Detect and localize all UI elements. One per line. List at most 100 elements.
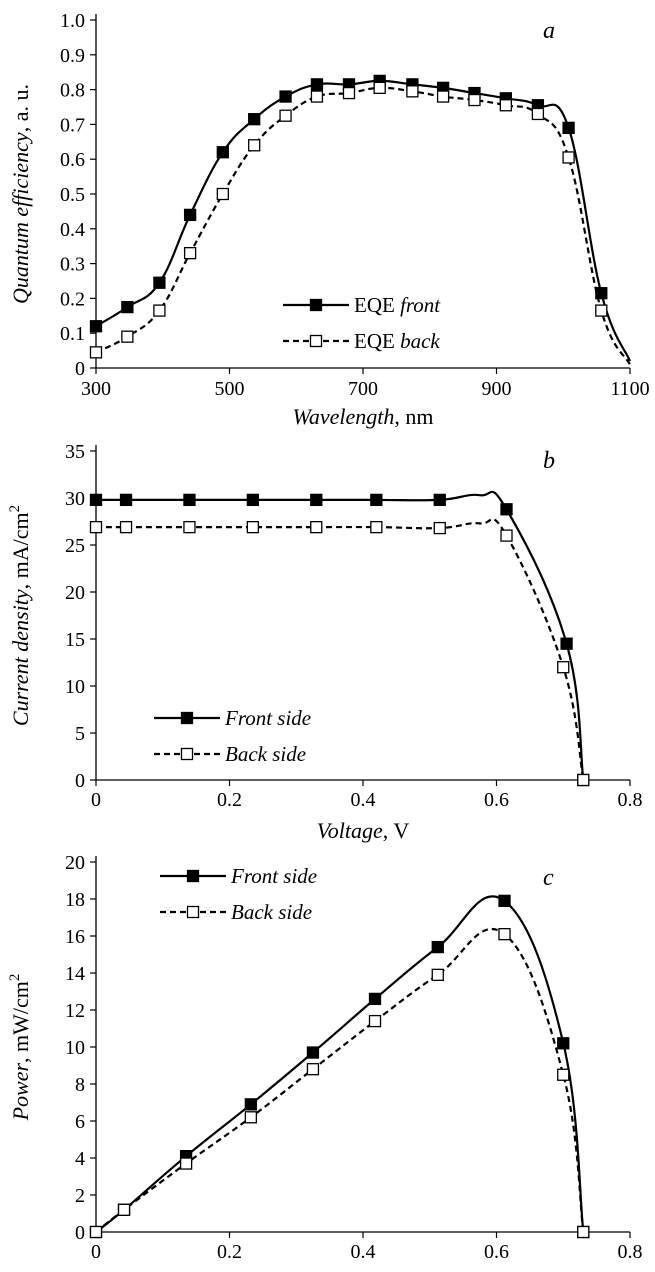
data-point-front [498,894,511,907]
y-tick-label: 25 [65,535,85,557]
data-point-front [595,287,608,300]
data-point-back [183,520,196,534]
legend-label: Front side [224,706,311,730]
y-tick-label: 0 [75,1222,85,1244]
legend-label: EQE back [354,329,440,353]
x-tick-label: 0.6 [484,789,509,811]
data-point-back [577,773,590,787]
legend-label: EQE front [354,293,441,317]
y-tick-label: 0.4 [60,219,85,241]
y-tick-label: 2 [75,1185,85,1207]
y-tick-label: 0.6 [60,149,85,171]
x-axis-label: Voltage, V [317,1268,410,1272]
data-point-back [216,187,229,201]
x-tick-label: 300 [81,378,111,400]
y-tick-label: 20 [65,852,85,874]
data-point-back [562,151,575,164]
legend-label: Front side [230,864,317,888]
data-point-back [431,968,444,981]
y-tick-label: 18 [65,889,85,911]
x-tick-label: 1100 [610,378,649,400]
data-point-front [89,320,103,333]
legend-marker [180,711,194,725]
data-point-back [244,1111,258,1124]
data-point-front [246,493,260,507]
data-point-front [500,503,513,516]
data-point-back [119,520,133,534]
legend-marker [180,747,194,761]
x-axis-label: Wavelength, nm [293,404,434,429]
data-point-front [433,493,446,507]
data-point-back [89,1225,103,1239]
y-tick-label: 6 [75,1111,85,1133]
legend-marker [186,869,200,883]
y-tick-label: 0 [75,770,85,792]
data-point-front [244,1098,258,1111]
data-point-back [153,304,166,317]
data-point-back [595,304,608,317]
data-point-back [436,90,450,103]
data-point-front [121,300,134,314]
x-tick-label: 0.2 [217,1241,242,1263]
y-tick-label: 5 [75,723,85,745]
y-tick-label: 30 [65,488,85,510]
x-tick-label: 700 [348,378,378,400]
data-point-back [368,1014,382,1028]
data-point-front [310,493,323,507]
x-tick-label: 0.8 [618,789,643,811]
y-tick-label: 0.8 [60,80,85,102]
x-tick-label: 0.2 [217,789,242,811]
y-tick-label: 4 [75,1148,85,1170]
legend-label: Back side [231,900,312,924]
data-point-front [279,90,292,103]
data-point-back [370,520,383,534]
legend-marker [186,905,200,919]
y-tick-label: 0.3 [60,254,85,276]
x-tick-label: 500 [215,378,245,400]
data-point-back [406,85,419,98]
data-point-front [310,78,324,91]
series-line-back [96,518,585,781]
data-point-back [500,529,513,542]
data-point-back [499,99,512,112]
y-tick-label: 0.9 [60,45,85,67]
x-axis-label: Voltage, V [317,818,410,843]
panel-a-eqe-chart: 300 500 700 900 1100 0 0.1 0.2 0.3 0.4 0.5 0.6 0.7 0.… [8,10,650,429]
data-point-front [431,940,444,954]
data-point-back [468,93,481,107]
data-point-front [560,637,573,650]
y-axis-label: Quantum efficiency, a. u. [8,84,33,304]
y-tick-label: 0.7 [60,114,85,136]
legend-marker [309,298,323,312]
data-point-back [310,90,324,103]
data-point-front [248,113,261,126]
y-tick-label: 14 [65,963,85,985]
y-tick-label: 1.0 [60,10,85,32]
y-tick-label: 8 [75,1074,85,1096]
data-point-front [153,276,166,289]
data-point-back [117,1203,131,1216]
series-line-front [95,79,632,362]
data-point-front [89,493,103,507]
series-line-front [95,490,585,781]
data-point-back [279,109,292,122]
data-point-back [246,520,260,534]
data-point-back [433,521,446,535]
x-tick-label: 0 [91,1241,101,1263]
y-tick-label: 15 [65,629,85,651]
y-tick-label: 0.5 [60,184,85,206]
data-point-back [89,346,103,359]
panel-letter: b [543,448,555,474]
y-tick-label: 16 [65,926,85,948]
data-point-back [557,661,570,674]
panel-b-current-density-chart: 0 0.2 0.4 0.6 0.8 0 5 10 15 20 25 30 35 Voltage, V Cur… [7,441,643,843]
data-point-back [577,1225,590,1239]
panel-letter: a [543,18,555,44]
data-point-front [370,493,383,507]
series-line-back [95,927,585,1233]
data-point-back [342,86,356,100]
legend-marker [309,334,323,348]
data-point-back [306,1063,320,1076]
data-point-back [183,247,197,260]
data-point-front [562,121,575,135]
